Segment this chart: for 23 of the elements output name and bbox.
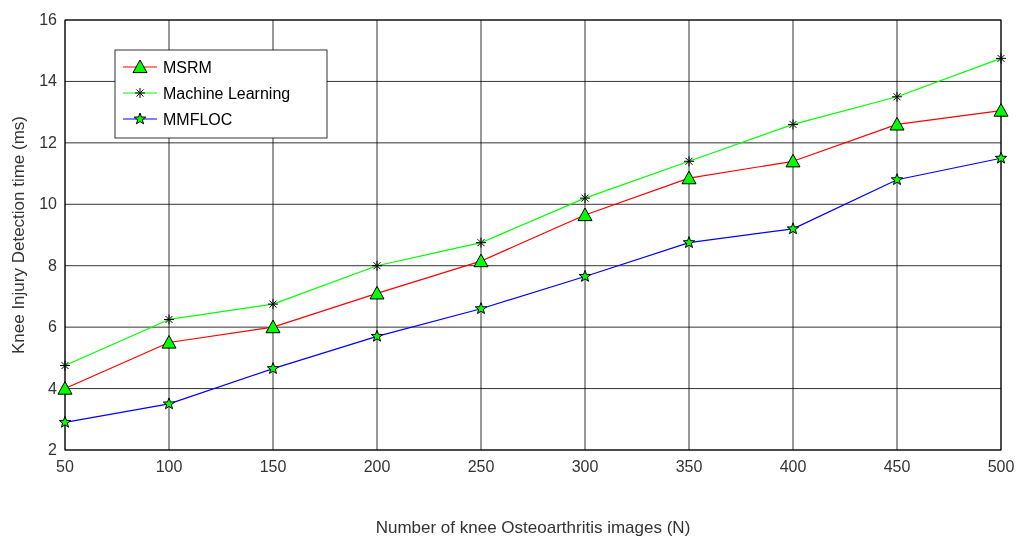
legend-label: MMFLOC [163, 111, 233, 128]
y-axis-title: Knee Injury Detection time (ms) [9, 115, 28, 355]
x-tick-label: 300 [571, 458, 599, 475]
x-tick-label: 50 [56, 458, 74, 475]
y-tick-label: 2 [48, 441, 58, 458]
y-tick-label: 8 [48, 256, 58, 274]
y-tick-label: 4 [48, 379, 58, 397]
x-tick-label: 500 [987, 458, 1015, 475]
legend-label: Machine Learning [163, 85, 291, 102]
x-tick-label: 100 [155, 458, 183, 475]
legend-label: MSRM [163, 59, 212, 76]
y-tick-label: 10 [39, 195, 58, 213]
x-tick-label: 250 [467, 458, 495, 475]
y-tick-label: 12 [39, 133, 58, 151]
x-tick-label: 200 [363, 458, 391, 475]
y-tick-label: 16 [39, 11, 58, 28]
x-tick-label: 150 [259, 458, 287, 475]
x-tick-label: 400 [779, 458, 807, 475]
y-tick-label: 6 [48, 318, 58, 336]
x-tick-label: 450 [883, 458, 911, 475]
x-tick-label: 350 [675, 458, 703, 475]
y-tick-label: 14 [39, 72, 58, 90]
x-axis-title: Number of knee Osteoarthritis images (N) [375, 518, 691, 537]
